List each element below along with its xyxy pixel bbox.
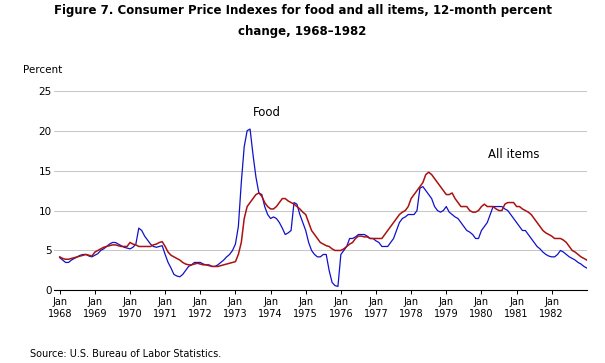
Text: change, 1968–1982: change, 1968–1982 <box>238 25 367 38</box>
Text: All items: All items <box>488 148 540 161</box>
Text: Figure 7. Consumer Price Indexes for food and all items, 12-month percent: Figure 7. Consumer Price Indexes for foo… <box>53 4 552 17</box>
Text: Percent: Percent <box>22 65 62 75</box>
Text: Source: U.S. Bureau of Labor Statistics.: Source: U.S. Bureau of Labor Statistics. <box>30 349 221 359</box>
Text: Food: Food <box>253 106 281 119</box>
